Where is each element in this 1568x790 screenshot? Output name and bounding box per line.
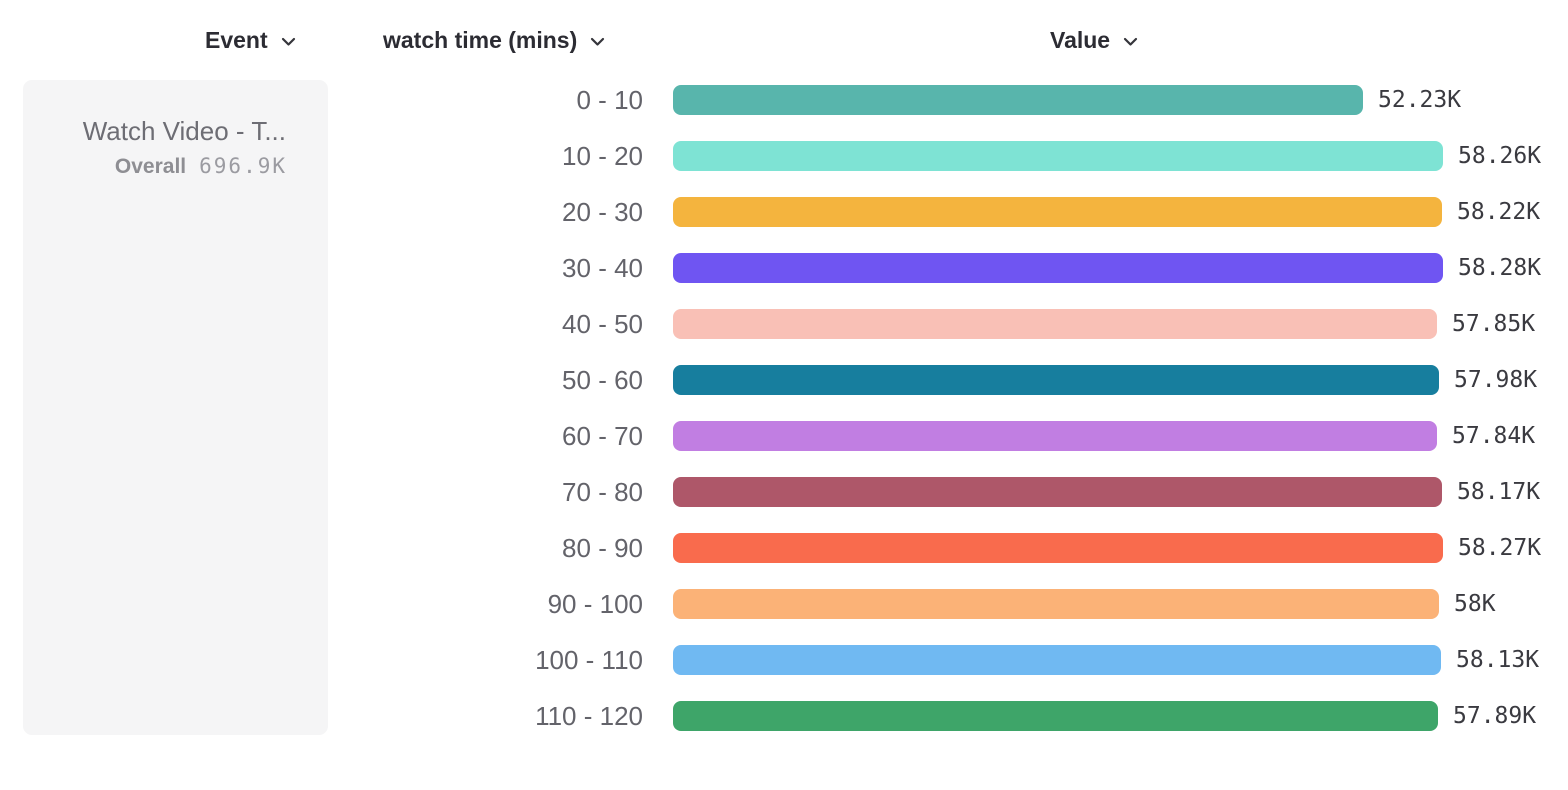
bar-row: 100 - 110 58.13K	[0, 645, 1541, 675]
bucket-label: 50 - 60	[562, 364, 643, 395]
value-bar[interactable]	[673, 477, 1442, 507]
bucket-label: 100 - 110	[535, 644, 643, 675]
breakdown-column-label: watch time (mins)	[383, 27, 578, 53]
bucket-label: 70 - 80	[562, 476, 643, 507]
value-bar[interactable]	[673, 589, 1439, 619]
breakdown-column-header[interactable]: watch time (mins)	[383, 27, 605, 54]
value-label: 58.27K	[1458, 535, 1542, 561]
value-bar[interactable]	[673, 141, 1443, 171]
value-label: 57.89K	[1453, 703, 1537, 729]
value-label: 57.98K	[1454, 367, 1538, 393]
value-label: 58.13K	[1456, 647, 1540, 673]
bar-chart-rows: 0 - 10 52.23K 10 - 20 58.26K 20 - 30 58.…	[0, 85, 1541, 731]
value-column-label: Value	[1050, 27, 1111, 53]
bucket-label: 30 - 40	[562, 252, 643, 283]
overall-value: 696.9K	[199, 154, 287, 178]
value-label: 58.22K	[1457, 199, 1541, 225]
value-bar[interactable]	[673, 701, 1438, 731]
value-label: 58.26K	[1458, 143, 1542, 169]
bucket-label: 60 - 70	[562, 420, 643, 451]
bar-row: 60 - 70 57.84K	[0, 421, 1541, 451]
value-label: 52.23K	[1378, 87, 1462, 113]
bucket-label: 90 - 100	[547, 588, 643, 619]
bucket-label: 110 - 120	[535, 700, 643, 731]
bar-row: 80 - 90 58.27K	[0, 533, 1541, 563]
value-bar[interactable]	[673, 365, 1439, 395]
event-column-label: Event	[205, 27, 268, 53]
value-label: 58.28K	[1458, 255, 1542, 281]
event-card-title: Watch Video - T...	[82, 116, 286, 146]
bar-row: 0 - 10 52.23K	[0, 85, 1541, 115]
bar-row: 110 - 120 57.89K	[0, 701, 1541, 731]
value-bar[interactable]	[673, 421, 1437, 451]
bar-row: 30 - 40 58.28K	[0, 253, 1541, 283]
bucket-label: 10 - 20	[562, 140, 643, 171]
bar-row: 90 - 100 58K	[0, 589, 1541, 619]
bucket-label: 20 - 30	[562, 196, 643, 227]
value-column-header[interactable]: Value	[1050, 27, 1138, 54]
bar-row: 40 - 50 57.85K	[0, 309, 1541, 339]
value-bar[interactable]	[673, 533, 1443, 563]
value-bar[interactable]	[673, 309, 1437, 339]
bucket-label: 0 - 10	[576, 84, 644, 115]
chevron-down-icon	[1123, 37, 1138, 47]
bucket-label: 80 - 90	[562, 532, 643, 563]
bar-row: 70 - 80 58.17K	[0, 477, 1541, 507]
value-bar[interactable]	[673, 85, 1363, 115]
value-label: 58.17K	[1457, 479, 1541, 505]
value-label: 58K	[1454, 591, 1496, 617]
bar-row: 20 - 30 58.22K	[0, 197, 1541, 227]
bar-row: 50 - 60 57.98K	[0, 365, 1541, 395]
event-column-header[interactable]: Event	[205, 27, 296, 54]
value-bar[interactable]	[673, 197, 1442, 227]
value-bar[interactable]	[673, 253, 1443, 283]
value-label: 57.85K	[1452, 311, 1536, 337]
value-bar[interactable]	[673, 645, 1441, 675]
value-label: 57.84K	[1452, 423, 1536, 449]
bucket-label: 40 - 50	[562, 308, 643, 339]
chevron-down-icon	[590, 37, 605, 47]
event-card[interactable]: Watch Video - T... Overall 696.9K	[23, 80, 328, 735]
event-card-overall: Overall 696.9K	[115, 154, 287, 179]
bar-row: 10 - 20 58.26K	[0, 141, 1541, 171]
overall-label: Overall	[114, 155, 187, 178]
chevron-down-icon	[281, 37, 296, 47]
